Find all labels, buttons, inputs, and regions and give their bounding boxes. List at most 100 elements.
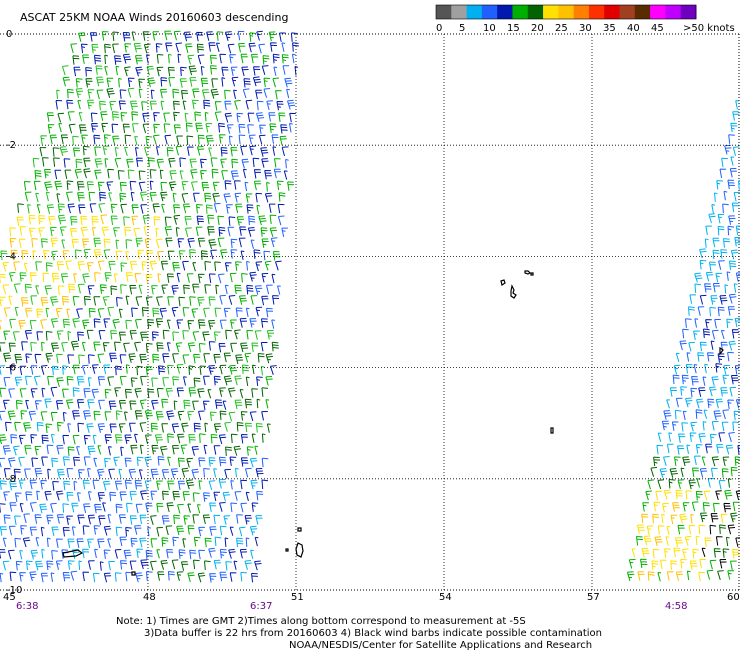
wind-barb	[206, 31, 214, 41]
wind-barb	[139, 514, 147, 524]
wind-barb	[104, 272, 112, 282]
wind-barb	[264, 260, 272, 271]
wind-barb	[208, 547, 216, 558]
wind-barb	[261, 411, 268, 421]
wind-barb	[685, 490, 693, 500]
wind-barb	[255, 89, 263, 100]
wind-barb	[715, 272, 722, 283]
wind-barb	[118, 514, 126, 524]
wind-barb	[695, 535, 700, 546]
wind-barb	[292, 42, 299, 52]
wind-barb	[87, 445, 96, 456]
wind-barb	[50, 318, 59, 328]
wind-barb	[14, 537, 22, 548]
wind-barb	[214, 111, 222, 122]
wind-barb	[703, 328, 711, 339]
wind-barb	[214, 261, 221, 271]
wind-barb	[238, 237, 246, 248]
wind-barb	[253, 169, 262, 179]
wind-barb	[45, 423, 53, 434]
wind-barb	[233, 445, 241, 456]
wind-barb	[208, 273, 216, 283]
wind-barb	[0, 526, 8, 536]
wind-barb	[146, 54, 150, 64]
wind-barb	[681, 422, 688, 432]
wind-barb	[673, 547, 681, 558]
wind-barb	[77, 422, 85, 433]
wind-barb	[694, 455, 701, 466]
wind-barb	[271, 134, 279, 144]
wind-barb	[156, 549, 161, 559]
wind-barb	[149, 100, 157, 111]
wind-barb	[724, 489, 733, 500]
wind-barb	[115, 250, 123, 261]
wind-barb	[713, 502, 720, 513]
wind-barb	[93, 341, 101, 352]
wind-barb	[165, 387, 173, 398]
wind-barb	[168, 181, 177, 192]
wind-barb	[229, 572, 237, 582]
wind-barb	[119, 192, 127, 203]
wind-barb	[49, 134, 57, 145]
wind-barb	[98, 399, 105, 410]
wind-barb	[76, 181, 85, 191]
wind-barb	[61, 295, 70, 306]
pass-time-1: 6:38	[16, 601, 38, 612]
wind-barb	[705, 225, 712, 235]
wind-barb	[224, 468, 231, 479]
wind-barb	[21, 297, 29, 307]
wind-barb	[218, 226, 226, 237]
legend-labels: 0 5 10 15 20 25 30 35 40 45 >50 knots	[436, 23, 735, 34]
wind-barb	[236, 112, 244, 123]
wind-barb	[677, 479, 685, 490]
wind-barb	[254, 560, 262, 571]
wind-barb	[50, 502, 57, 513]
wind-barb	[666, 525, 671, 536]
longitude-label: 60	[727, 592, 740, 603]
wind-barb	[261, 479, 269, 490]
wind-barb	[685, 318, 692, 328]
wind-barb	[10, 434, 18, 444]
wind-barb	[18, 456, 25, 467]
wind-barb	[155, 227, 160, 238]
wind-barb	[217, 273, 225, 284]
wind-barb	[162, 377, 169, 387]
wind-barb	[67, 203, 75, 214]
wind-barb	[239, 318, 247, 328]
wind-barb	[164, 216, 172, 226]
wind-barb	[631, 548, 636, 558]
wind-barb	[717, 225, 725, 236]
wind-barb	[152, 307, 160, 318]
wind-barb	[67, 423, 71, 433]
wind-barb	[103, 525, 112, 536]
wind-barb	[38, 215, 46, 225]
wind-barb	[172, 490, 180, 501]
wind-barb	[197, 273, 205, 284]
wind-barb	[255, 192, 263, 203]
wind-barb	[82, 145, 90, 156]
wind-barb	[138, 88, 143, 98]
wind-barb	[164, 226, 173, 236]
wind-barb	[110, 330, 118, 340]
wind-barb	[718, 480, 726, 490]
wind-barb	[207, 214, 215, 225]
wind-barb	[240, 434, 248, 444]
wind-barb	[713, 548, 721, 558]
wind-barb	[271, 273, 276, 284]
wind-barb	[112, 318, 120, 329]
wind-barb	[129, 515, 137, 525]
wind-barb	[734, 317, 740, 328]
wind-barb	[261, 433, 266, 443]
wind-barb	[3, 514, 11, 524]
wind-barb	[164, 134, 172, 145]
wind-barb	[153, 112, 160, 122]
wind-barb	[182, 491, 190, 501]
wind-barb	[36, 331, 44, 341]
wind-barb	[75, 88, 84, 98]
wind-barb	[246, 260, 250, 271]
wind-barb	[217, 237, 225, 248]
wind-barb	[156, 66, 164, 77]
wind-barb	[261, 295, 269, 306]
wind-barb	[248, 42, 256, 53]
wind-barb	[108, 192, 113, 202]
